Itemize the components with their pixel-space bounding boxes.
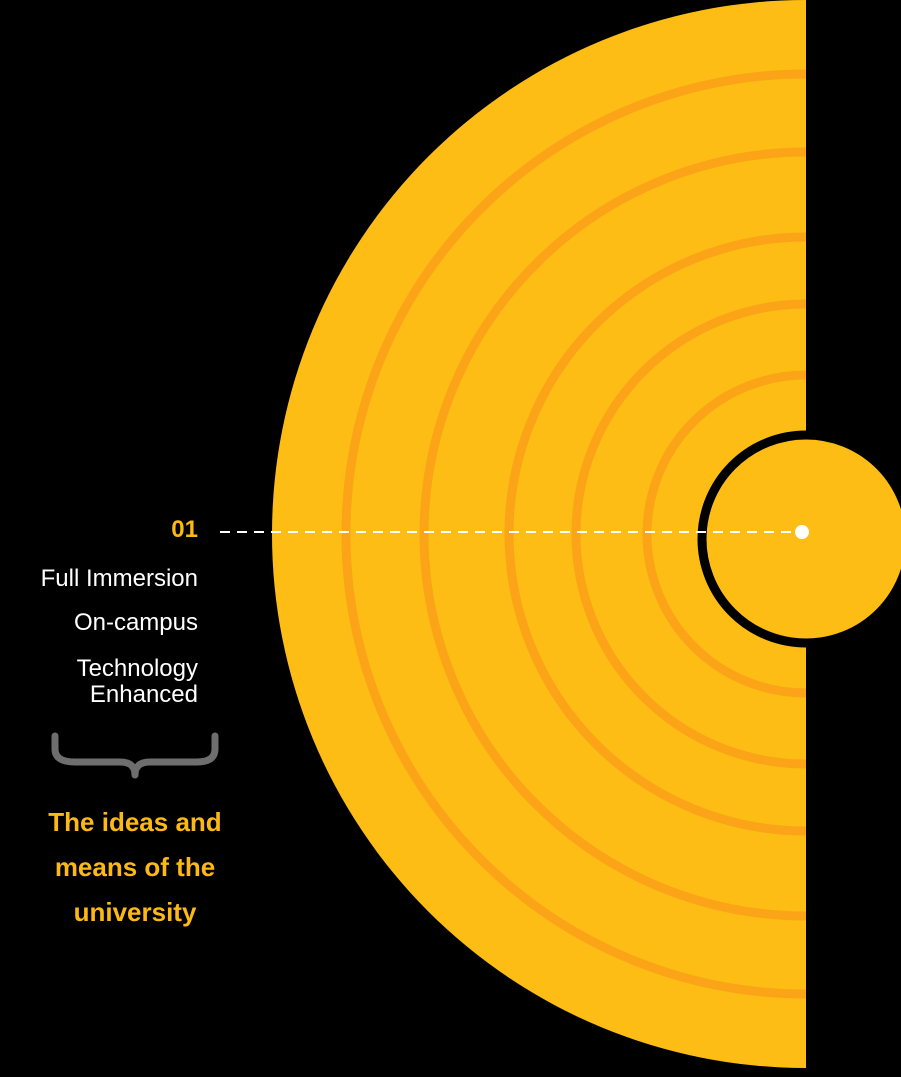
option-technology-line1: Technology	[76, 655, 198, 682]
ring-2	[419, 147, 806, 921]
curly-brace	[51, 732, 219, 779]
ring-1	[341, 69, 806, 999]
option-on-campus: On-campus	[73, 609, 198, 636]
center-circle	[697, 430, 901, 648]
summary-line-3: university	[73, 897, 197, 927]
ring-5	[642, 370, 806, 698]
summary-line-2: means of the	[54, 852, 216, 882]
option-technology-line2: Enhanced	[89, 681, 198, 708]
ring-group	[341, 69, 806, 999]
step-number: 01	[171, 516, 198, 543]
option-full-immersion: Full Immersion	[40, 565, 198, 592]
connector-dot	[795, 525, 809, 539]
option-technology-enhanced: Technology Enhanced	[0, 656, 198, 708]
summary-line-1: The ideas and	[48, 807, 222, 837]
ring-3	[504, 232, 806, 836]
ring-4	[571, 299, 806, 769]
summary-caption: The ideas and means of the university	[20, 800, 250, 935]
